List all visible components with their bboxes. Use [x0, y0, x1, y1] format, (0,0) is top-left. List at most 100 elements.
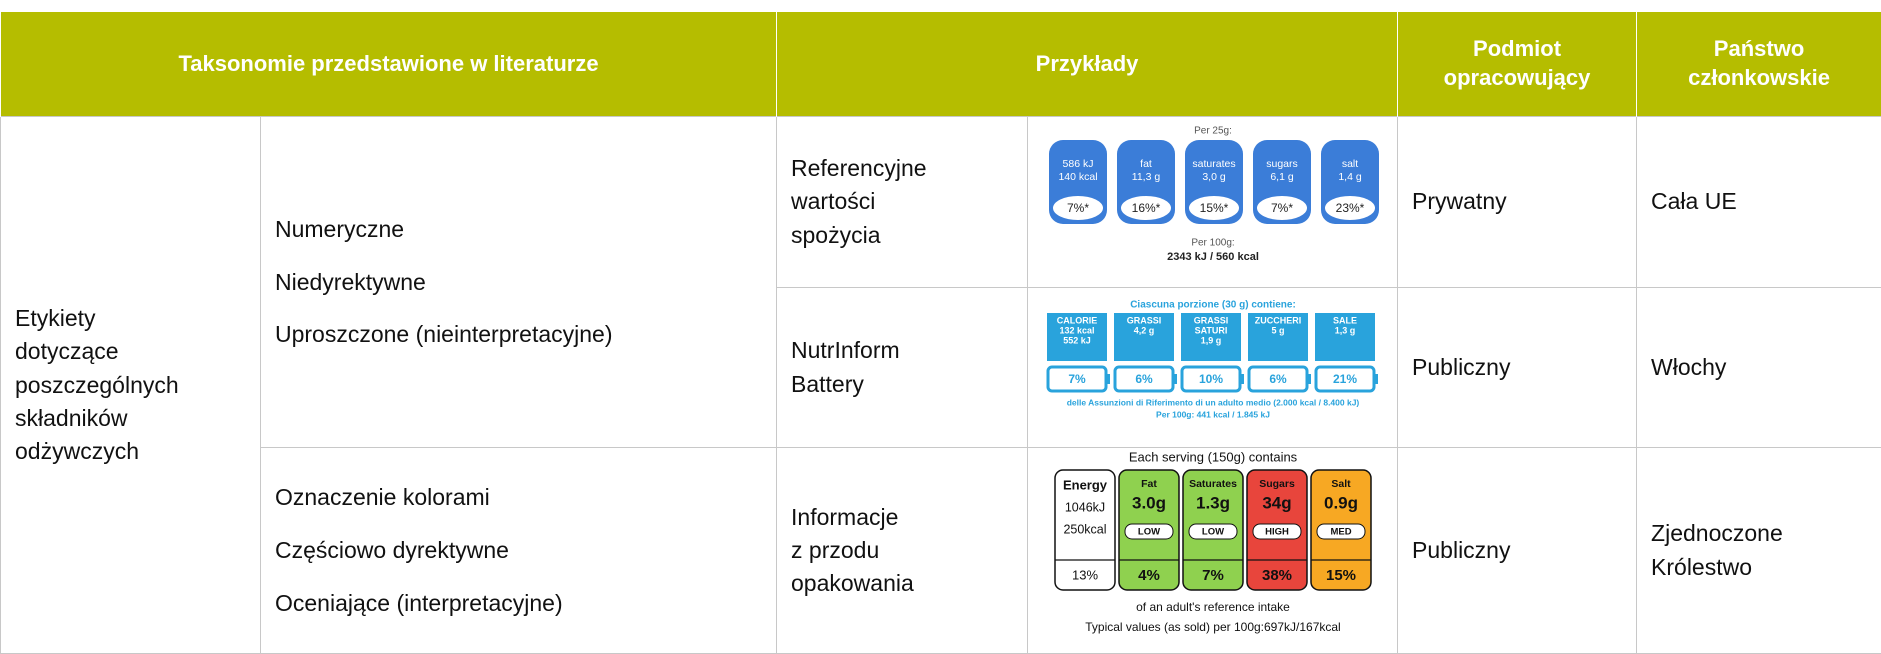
battery-cap [1241, 374, 1244, 384]
pct-text: 21% [1333, 372, 1357, 386]
text-line: Podmiot [1473, 36, 1561, 61]
tile-text: Energy [1062, 477, 1107, 492]
text-line: Numeryczne [275, 216, 404, 242]
header-text: Taksonomie przedstawione w literaturze [178, 51, 598, 76]
text-line: Informacje [791, 504, 898, 530]
tile-value: 34g [1262, 493, 1291, 512]
text-line: NutrInform [791, 337, 900, 363]
tile-text: ZUCCHERI [1254, 315, 1301, 325]
text-line: Referencyjne [791, 155, 927, 181]
tile-text: saturates [1192, 158, 1235, 170]
pct-text: 7% [1068, 372, 1086, 386]
band-text: LOW [1201, 527, 1223, 538]
label-text: Per 100g: 441 kcal / 1.845 kJ [1156, 409, 1270, 419]
example-cell: NutrInform Battery [777, 288, 1028, 448]
text-line: dotyczące [15, 338, 119, 364]
tile-text: CALORIE [1056, 315, 1097, 325]
actor-cell: Prywatny [1398, 117, 1637, 288]
tile-text: 6,1 g [1270, 171, 1294, 183]
label-text: Per 100g: [1191, 238, 1234, 249]
tile-name: Fat [1141, 478, 1157, 490]
pct-text: 15% [1326, 567, 1356, 584]
band-text: HIGH [1265, 527, 1289, 538]
taxonomy-table: Taksonomie przedstawione w literaturze P… [0, 12, 1881, 654]
group-cell: Oznaczenie kolorami Częściowo dyrektywne O… [261, 448, 777, 654]
pct-text: 10% [1199, 372, 1223, 386]
actor: Publiczny [1412, 354, 1510, 380]
category-cell: Etykiety dotyczące poszczególnych składnikó… [1, 117, 261, 654]
label-text: Ciascuna porzione (30 g) contiene: [1130, 299, 1296, 310]
tile-text: fat [1140, 158, 1152, 170]
text-line: Uproszczone (nieinterpretacyjne) [275, 321, 613, 347]
battery-cap [1174, 374, 1177, 384]
text-line: Niedyrektywne [275, 269, 426, 295]
tile-text: GRASSI [1126, 315, 1161, 325]
tile-name: Saturates [1189, 478, 1237, 490]
tile-text: 1,9 g [1200, 335, 1221, 345]
tile-text: SALE [1333, 315, 1357, 325]
battery-cap [1107, 374, 1110, 384]
pct-text: 13% [1072, 567, 1098, 582]
tile-text: 1046kJ [1064, 500, 1104, 514]
text-line: Etykiety [15, 305, 96, 331]
label-text: Each serving (150g) contains [1128, 449, 1297, 464]
tile-name: Sugars [1259, 478, 1295, 490]
header-cell: Państwo członkowskie [1637, 12, 1881, 117]
label-text: Typical values (as sold) per 100g:697kJ/… [1085, 620, 1340, 634]
row: Oznaczenie kolorami Częściowo dyrektywne O… [1, 448, 1881, 654]
text-line: Państwo [1714, 36, 1804, 61]
text-line: Cała UE [1651, 188, 1737, 214]
tile-name: Salt [1331, 478, 1351, 490]
tile-text: 5 g [1271, 325, 1284, 335]
tile-text: 1,3 g [1334, 325, 1355, 335]
label-text: delle Assunzioni di Riferimento di un ad… [1066, 397, 1359, 407]
text-line: opracowujący [1444, 65, 1591, 90]
header-cell: Taksonomie przedstawione w literaturze [1, 12, 777, 117]
label-image: Each serving (150g) contains Energy 1046kJ… [1033, 448, 1393, 644]
actor-cell: Publiczny [1398, 448, 1637, 654]
header-cell: Przykłady [777, 12, 1398, 117]
tile-text: 586 kJ [1062, 158, 1093, 170]
header-text: Przykłady [1036, 51, 1139, 76]
pct-text: 7%* [1271, 202, 1293, 216]
state-cell: Włochy [1637, 288, 1881, 448]
tile-text: 140 kcal [1058, 171, 1097, 183]
text-line: składników [15, 405, 128, 431]
text-line: Częściowo dyrektywne [275, 537, 509, 563]
tile-text: 250kcal [1063, 522, 1106, 536]
actor: Prywatny [1412, 188, 1507, 214]
tile-text: 132 kcal [1059, 325, 1094, 335]
text-line: spożycia [791, 222, 880, 248]
tile-text: 3,0 g [1202, 171, 1226, 183]
tile-text: SATURI [1194, 325, 1227, 335]
label-cell: Ciascuna porzione (30 g) contiene: CALORI… [1028, 288, 1398, 448]
tile-value: 0.9g [1324, 493, 1358, 512]
text-line: Królestwo [1651, 554, 1752, 580]
text-line: Oznaczenie kolorami [275, 484, 490, 510]
tile-text: GRASSI [1193, 315, 1228, 325]
tile-text: salt [1341, 158, 1357, 170]
tile-text: 552 kJ [1063, 335, 1091, 345]
tile-value: 3.0g [1132, 493, 1166, 512]
tile-text: 11,3 g [1131, 171, 1160, 183]
state-cell: Cała UE [1637, 117, 1881, 288]
text-line: poszczególnych [15, 372, 179, 398]
text-line: Battery [791, 371, 864, 397]
pct-text: 6% [1135, 372, 1153, 386]
band-text: MED [1330, 527, 1351, 538]
text-line: Oceniające (interpretacyjne) [275, 590, 563, 616]
tile-text: sugars [1266, 158, 1298, 170]
pct-text: 7%* [1067, 202, 1089, 216]
actor-cell: Publiczny [1398, 288, 1637, 448]
text-line: członkowskie [1688, 65, 1830, 90]
pct-text: 38% [1262, 567, 1292, 584]
battery-cap [1308, 374, 1311, 384]
text-line: odżywczych [15, 438, 139, 464]
label-image: Ciascuna porzione (30 g) contiene: CALORI… [1033, 297, 1393, 429]
